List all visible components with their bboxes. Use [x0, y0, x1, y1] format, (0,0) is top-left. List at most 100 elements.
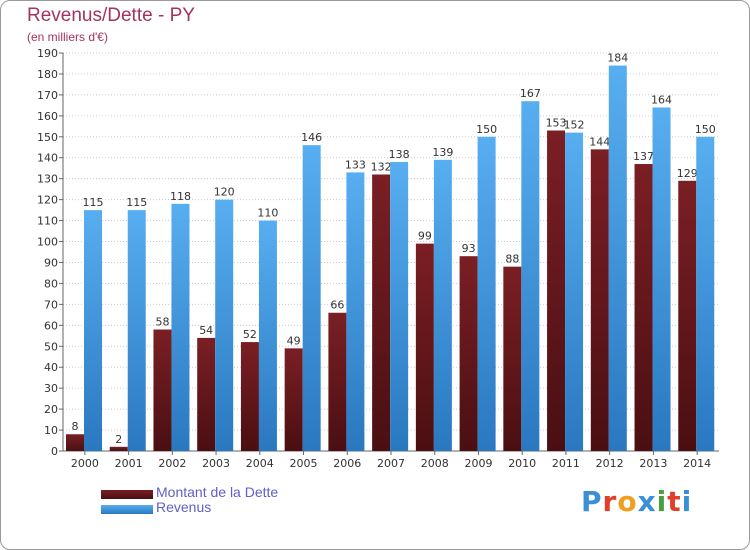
y-tick-label: 190 [37, 47, 58, 60]
revenue-value-label: 146 [301, 131, 322, 144]
debt-bar [197, 337, 216, 451]
y-tick-label: 170 [37, 89, 58, 102]
y-tick-label: 20 [44, 403, 58, 416]
debt-value-label: 8 [72, 420, 79, 433]
y-tick-label: 90 [44, 256, 58, 269]
y-tick-label: 180 [37, 68, 58, 81]
x-tick-label: 2013 [639, 457, 667, 470]
revenue-bar [390, 161, 409, 451]
revenue-bar [258, 220, 277, 451]
debt-bar [503, 266, 522, 451]
debt-value-label: 54 [199, 324, 213, 337]
debt-bar [284, 348, 303, 451]
logo-letter: i [656, 485, 668, 518]
revenue-value-label: 167 [520, 87, 541, 100]
debt-bar [590, 149, 609, 451]
logo-letter: i [681, 485, 693, 518]
legend-label-revenue: Revenus [156, 499, 212, 515]
x-tick-label: 2003 [202, 457, 230, 470]
revenue-bar [565, 132, 584, 451]
y-tick-label: 60 [44, 319, 58, 332]
revenue-bar [171, 203, 190, 451]
legend-swatch-debt [101, 490, 153, 499]
debt-value-label: 153 [546, 117, 567, 130]
logo-letter: t [667, 485, 682, 518]
revenue-bar [608, 65, 627, 451]
y-tick-label: 0 [51, 445, 58, 458]
x-tick-label: 2009 [464, 457, 492, 470]
x-tick-label: 2002 [158, 457, 186, 470]
y-tick-label: 100 [37, 236, 58, 249]
revenue-value-label: 164 [651, 93, 672, 106]
debt-bar [634, 164, 653, 451]
debt-bar [372, 174, 391, 451]
y-tick-label: 150 [37, 131, 58, 144]
revenue-value-label: 150 [476, 123, 497, 136]
debt-bar [66, 434, 84, 451]
debt-value-label: 144 [589, 135, 610, 148]
logo-letter: o [617, 485, 638, 518]
revenue-bar [477, 136, 496, 451]
debt-value-label: 129 [677, 167, 698, 180]
legend-label-debt: Montant de la Dette [156, 484, 279, 500]
x-tick-label: 2006 [333, 457, 361, 470]
revenue-value-label: 150 [695, 123, 716, 136]
revenue-bar [302, 145, 321, 451]
y-tick-label: 10 [44, 424, 58, 437]
logo-letter: x [637, 485, 657, 518]
revenue-value-label: 118 [170, 190, 191, 203]
revenue-bar [127, 210, 146, 451]
debt-value-label: 58 [155, 316, 169, 329]
debt-bar [240, 342, 259, 451]
revenue-value-label: 139 [432, 146, 453, 159]
debt-bar [328, 312, 347, 451]
debt-bar [109, 446, 128, 451]
x-tick-label: 2014 [683, 457, 711, 470]
revenue-bar [346, 172, 365, 451]
x-tick-label: 2005 [290, 457, 318, 470]
debt-bar [415, 243, 434, 451]
y-tick-label: 140 [37, 152, 58, 165]
debt-value-label: 99 [418, 230, 432, 243]
revenue-value-label: 115 [83, 196, 104, 209]
debt-value-label: 88 [505, 253, 519, 266]
y-tick-label: 50 [44, 340, 58, 353]
x-tick-label: 2012 [596, 457, 624, 470]
revenue-value-label: 184 [607, 52, 628, 65]
debt-value-label: 49 [287, 334, 301, 347]
revenue-value-label: 133 [345, 158, 366, 171]
y-tick-label: 80 [44, 277, 58, 290]
debt-bar [459, 256, 478, 451]
x-tick-label: 2004 [246, 457, 274, 470]
proxiti-logo: Proxiti [581, 485, 692, 518]
y-tick-label: 130 [37, 173, 58, 186]
revenue-value-label: 152 [564, 119, 585, 132]
debt-value-label: 2 [115, 433, 122, 446]
debt-value-label: 137 [633, 150, 654, 163]
y-tick-label: 120 [37, 194, 58, 207]
revenue-value-label: 120 [214, 186, 235, 199]
revenue-value-label: 138 [389, 148, 410, 161]
x-tick-label: 2007 [377, 457, 405, 470]
debt-value-label: 66 [330, 299, 344, 312]
revenue-bar [215, 199, 234, 451]
debt-value-label: 93 [462, 242, 476, 255]
logo-letter: P [581, 485, 603, 518]
y-tick-label: 160 [37, 110, 58, 123]
y-tick-label: 70 [44, 298, 58, 311]
revenue-bar [84, 210, 102, 451]
debt-bar [153, 329, 172, 451]
revenue-bar [652, 107, 671, 451]
chart-subtitle: (en milliers d'€) [27, 30, 108, 44]
revenue-bar [696, 136, 715, 451]
x-tick-label: 2008 [421, 457, 449, 470]
y-tick-label: 110 [37, 215, 58, 228]
revenue-value-label: 115 [126, 196, 147, 209]
x-tick-label: 2000 [71, 457, 99, 470]
y-tick-label: 30 [44, 382, 58, 395]
revenue-bar [521, 101, 540, 451]
debt-value-label: 52 [243, 328, 257, 341]
chart-title: Revenus/Dette - PY [27, 5, 195, 26]
